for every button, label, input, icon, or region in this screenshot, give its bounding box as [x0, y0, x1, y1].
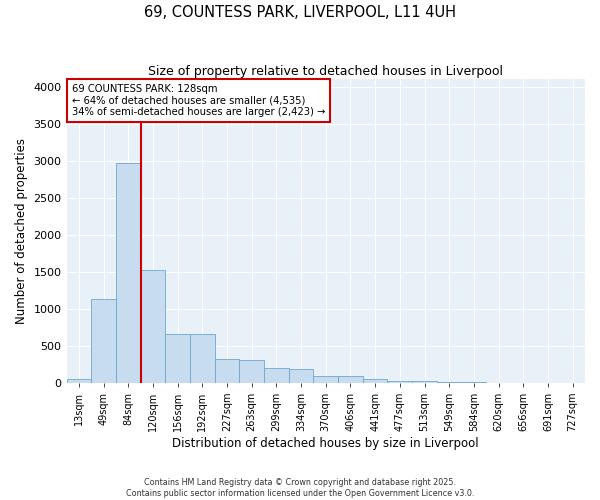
Bar [215, 359, 239, 383]
Bar [363, 379, 388, 383]
Text: Contains HM Land Registry data © Crown copyright and database right 2025.
Contai: Contains HM Land Registry data © Crown c… [126, 478, 474, 498]
Y-axis label: Number of detached properties: Number of detached properties [15, 138, 28, 324]
Bar [165, 334, 190, 383]
Bar [140, 270, 165, 383]
Text: 69, COUNTESS PARK, LIVERPOOL, L11 4UH: 69, COUNTESS PARK, LIVERPOOL, L11 4UH [144, 5, 456, 20]
Bar [313, 376, 338, 383]
Bar [461, 382, 486, 383]
Text: 69 COUNTESS PARK: 128sqm
← 64% of detached houses are smaller (4,535)
34% of sem: 69 COUNTESS PARK: 128sqm ← 64% of detach… [72, 84, 325, 117]
Bar [91, 299, 116, 383]
Bar [289, 369, 313, 383]
Bar [67, 379, 91, 383]
Bar [437, 382, 461, 383]
Title: Size of property relative to detached houses in Liverpool: Size of property relative to detached ho… [148, 65, 503, 78]
Bar [338, 376, 363, 383]
Bar [239, 360, 264, 383]
X-axis label: Distribution of detached houses by size in Liverpool: Distribution of detached houses by size … [172, 437, 479, 450]
Bar [116, 163, 140, 383]
Bar [190, 334, 215, 383]
Bar [388, 380, 412, 383]
Bar [412, 382, 437, 383]
Bar [264, 368, 289, 383]
